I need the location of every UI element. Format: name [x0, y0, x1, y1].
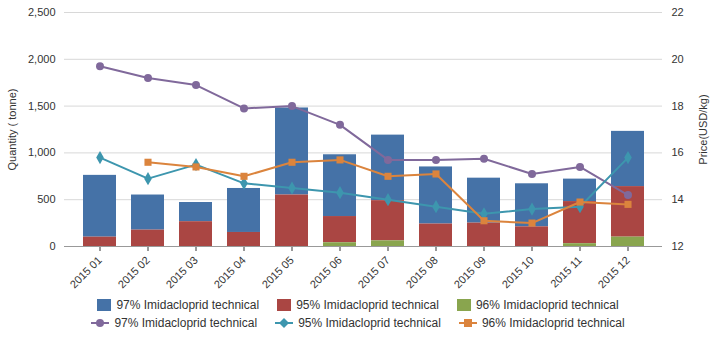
- svg-text:0: 0: [49, 240, 55, 252]
- svg-text:2015 08: 2015 08: [403, 254, 440, 291]
- svg-text:12: 12: [672, 240, 684, 252]
- html-text:97% Imidacloprid technical: 97% Imidacloprid technical: [116, 298, 260, 312]
- svg-text:500: 500: [37, 193, 55, 205]
- svg-text:2015 09: 2015 09: [451, 254, 488, 291]
- svg-text:22: 22: [672, 6, 684, 18]
- html-text:96% Imidacloprid technical: 96% Imidacloprid technical: [475, 298, 619, 312]
- svg-text:2015 10: 2015 10: [499, 254, 536, 291]
- svg-text:2,500: 2,500: [28, 6, 56, 18]
- svg-text:2015 03: 2015 03: [163, 254, 200, 291]
- svg-text:Price(USD/kg): Price(USD/kg): [697, 94, 709, 164]
- svg-text:2,000: 2,000: [28, 53, 56, 65]
- svg-text:18: 18: [672, 100, 684, 112]
- html-text:96% Imidacloprid technical: 96% Imidacloprid technical: [481, 316, 625, 330]
- svg-text:2015 05: 2015 05: [259, 254, 296, 291]
- svg-text:20: 20: [672, 53, 684, 65]
- svg-text:2015 02: 2015 02: [115, 254, 152, 291]
- svg-text:2015 11: 2015 11: [548, 254, 584, 290]
- svg-text:2015 12: 2015 12: [595, 254, 632, 291]
- svg-text:1,500: 1,500: [28, 100, 56, 112]
- svg-text:Quantity ( tonne): Quantity ( tonne): [6, 89, 18, 171]
- html-text:95% Imidacloprid technical: 95% Imidacloprid technical: [296, 298, 439, 312]
- svg-text:1,000: 1,000: [28, 146, 56, 158]
- svg-text:2015 01: 2015 01: [67, 254, 104, 291]
- html-text:97% Imidacloprid technical: 97% Imidacloprid technical: [114, 316, 258, 330]
- svg-text:2015 06: 2015 06: [307, 254, 344, 291]
- html-text:95% Imidacloprid technical: 95% Imidacloprid technical: [298, 316, 441, 330]
- svg-text:16: 16: [672, 146, 684, 158]
- svg-text:14: 14: [672, 193, 684, 205]
- svg-text:2015 04: 2015 04: [211, 254, 248, 291]
- svg-text:2015 07: 2015 07: [355, 254, 392, 291]
